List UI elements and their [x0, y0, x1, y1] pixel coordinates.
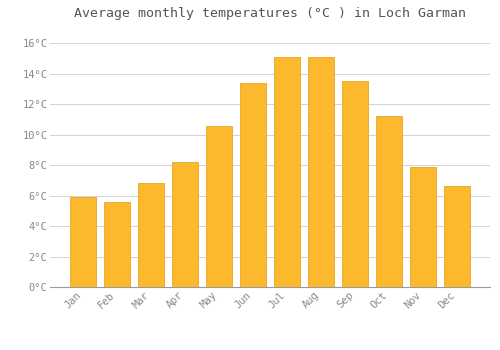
Bar [274, 57, 300, 287]
Bar [342, 81, 368, 287]
Bar [376, 116, 402, 287]
Title: Average monthly temperatures (°C ) in Loch Garman: Average monthly temperatures (°C ) in Lo… [74, 7, 466, 20]
Bar [70, 197, 96, 287]
Bar [138, 183, 164, 287]
Bar [240, 83, 266, 287]
Bar [444, 187, 470, 287]
Bar [104, 202, 130, 287]
Bar [308, 57, 334, 287]
Bar [410, 167, 436, 287]
Bar [172, 162, 198, 287]
Bar [206, 126, 232, 287]
